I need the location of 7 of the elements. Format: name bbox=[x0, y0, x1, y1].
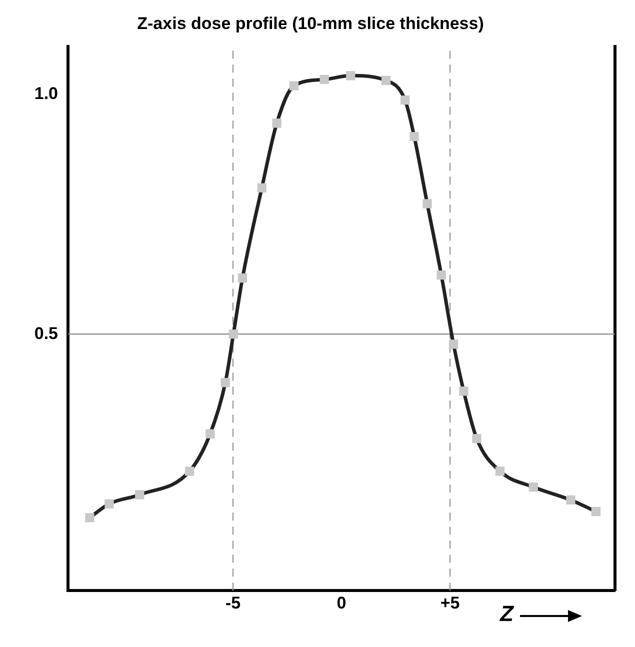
x-tick-label: 0 bbox=[336, 593, 346, 612]
y-tick-label: 1.0 bbox=[34, 84, 58, 104]
chart-title: Z-axis dose profile (10-mm slice thickness) bbox=[137, 14, 484, 33]
x-axis-title: Z bbox=[500, 600, 514, 627]
x-tick-label: +5 bbox=[440, 593, 460, 612]
y-tick-label: 0.5 bbox=[34, 324, 58, 343]
x-tick-label: -5 bbox=[225, 593, 241, 612]
